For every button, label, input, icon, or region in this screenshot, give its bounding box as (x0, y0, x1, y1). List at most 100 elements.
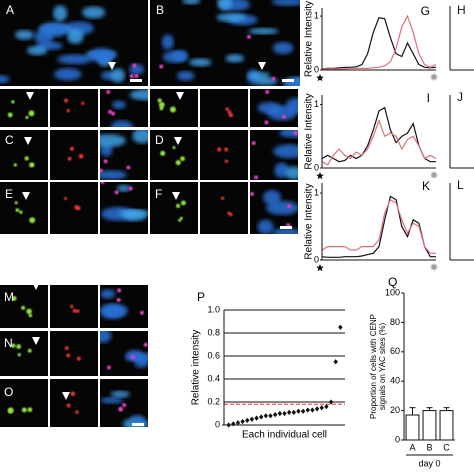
chromosome (15, 30, 34, 40)
signal (116, 297, 121, 302)
scale-bar (282, 79, 294, 82)
scale-bar (280, 226, 292, 229)
bar (422, 410, 437, 441)
chromosome (129, 89, 148, 101)
signal (111, 111, 116, 116)
chart-title: Q (388, 275, 397, 289)
signal (251, 141, 256, 146)
scale-bar (132, 423, 144, 426)
chromosome (129, 63, 144, 76)
chromosome (162, 51, 188, 63)
signal (160, 150, 166, 156)
x-axis-label: Each individual cell (242, 430, 327, 441)
micrograph-content (63, 196, 81, 211)
micrograph-content (0, 5, 144, 84)
signal (225, 107, 229, 111)
signal (172, 145, 176, 150)
end-marker (431, 172, 437, 178)
signal (26, 308, 32, 315)
point (277, 410, 283, 417)
arrowhead (32, 337, 40, 345)
signal (28, 313, 33, 318)
point (272, 412, 278, 418)
y-tick-label: 0.8 (207, 327, 220, 337)
signal (21, 305, 26, 310)
chromosome (272, 228, 298, 234)
micrograph (200, 130, 248, 180)
chromosome (54, 68, 82, 81)
signal (246, 34, 251, 39)
micrograph (50, 331, 98, 376)
point (254, 415, 259, 421)
y-tick-label: 0 (314, 254, 319, 264)
signal (66, 353, 71, 358)
panel-label: D (155, 133, 164, 147)
y-tick-label: 1 (314, 99, 319, 109)
chromosome (82, 6, 106, 19)
signal (106, 365, 111, 370)
series-line (321, 198, 436, 254)
chromosome (217, 0, 233, 11)
signal (103, 159, 108, 164)
signal (217, 147, 222, 152)
signal (25, 115, 29, 120)
y-axis-label: Proportion of cells with CENP (369, 314, 378, 419)
signal (29, 162, 35, 168)
chromosome (273, 144, 298, 159)
chromosome (100, 331, 112, 343)
chromosome (274, 162, 289, 178)
point (291, 409, 297, 415)
chromosome (285, 166, 298, 180)
signal (76, 309, 80, 313)
y-tick-label: 0.6 (207, 350, 220, 360)
y-tick-label: 80 (390, 317, 400, 327)
y-tick-label: 20 (390, 405, 400, 415)
chromosome (88, 47, 115, 63)
end-marker (316, 172, 324, 180)
point (249, 416, 255, 422)
micrograph (50, 285, 98, 328)
signal (14, 201, 18, 205)
chromosome (279, 130, 298, 138)
micrograph-content (159, 0, 300, 86)
signal (63, 196, 68, 201)
chromosome (0, 75, 10, 84)
point (328, 399, 334, 405)
signal (24, 156, 29, 161)
signal (76, 206, 81, 211)
signal (75, 410, 79, 414)
signal (118, 406, 123, 411)
y-tick-label: 0 (395, 434, 400, 444)
chromosome (132, 130, 148, 144)
chart-title: G (421, 4, 430, 18)
point (240, 418, 245, 425)
y-axis-label: Relative Intensity (304, 93, 315, 169)
signal (13, 163, 17, 167)
chromosome (257, 219, 274, 234)
y-tick-label: 0 (314, 162, 319, 172)
y-tick-label: 0.2 (207, 396, 220, 406)
signal (78, 153, 84, 159)
chromosome (66, 28, 84, 44)
chromosome (130, 414, 145, 424)
signal (122, 403, 127, 408)
micrograph-content (67, 146, 84, 161)
arrowhead (174, 137, 182, 145)
end-marker (316, 264, 324, 272)
signal (229, 212, 233, 217)
y-tick-label: 0 (215, 419, 220, 429)
micrograph-content (64, 346, 81, 361)
y-axis-label: Relative Intensity (304, 183, 315, 259)
signal (271, 76, 276, 81)
micrograph (0, 89, 48, 127)
signal (108, 109, 113, 114)
micrograph-content (225, 107, 234, 118)
micrograph (50, 89, 98, 127)
micrograph-content (100, 130, 148, 180)
panel-label: N (4, 336, 13, 350)
point (259, 414, 264, 420)
panel-label: B (156, 3, 164, 17)
micrograph-content (7, 407, 33, 414)
